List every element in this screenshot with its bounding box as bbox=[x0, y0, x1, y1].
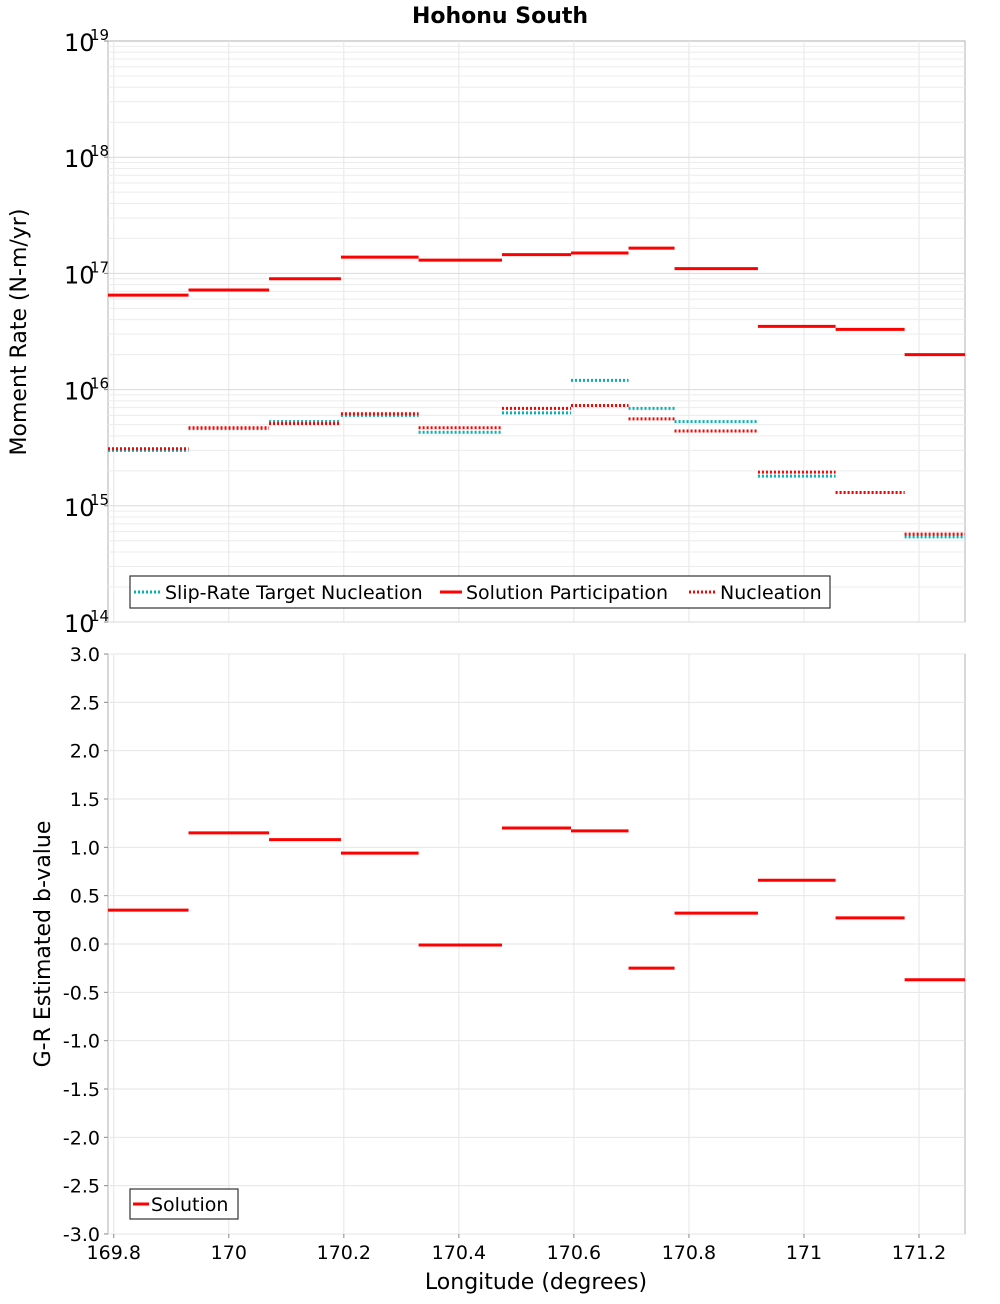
b-value-y-ticks: 3.0 2.5 2.0 1.5 1.0 0.5 0.0 -0.5 -1.0 -1.5 -2.0 -2.… bbox=[63, 644, 108, 1246]
b-value-series bbox=[108, 826, 965, 982]
x-axis-label: Longitude (degrees) bbox=[425, 1270, 647, 1295]
top-y-tick-base: 10 bbox=[64, 145, 95, 173]
x-tick-label-3: 170.4 bbox=[432, 1242, 486, 1264]
bottom-y-tick-label-2: 2.0 bbox=[70, 741, 100, 763]
x-tick-label-0: 169.8 bbox=[87, 1242, 141, 1264]
bottom-y-tick-label-10: -2.0 bbox=[63, 1127, 100, 1149]
top-y-tick-exp: 14 bbox=[90, 607, 109, 625]
top-y-tick-exp: 17 bbox=[90, 258, 109, 276]
moment-rate-y-axis-label: Moment Rate (N-m/yr) bbox=[7, 209, 32, 456]
moment-rate-plot-area bbox=[107, 40, 966, 623]
moment-rate-series bbox=[108, 246, 965, 539]
top-y-tick-base: 10 bbox=[64, 378, 95, 406]
moment-rate-legend: Slip-Rate Target Nucleation Solution Par… bbox=[129, 575, 831, 609]
bottom-y-tick-label-8: -1.0 bbox=[63, 1031, 100, 1053]
bottom-y-tick-label-6: 0.0 bbox=[70, 934, 100, 956]
bottom-y-tick-label-4: 1.0 bbox=[70, 837, 100, 859]
top-y-tick-exp: 19 bbox=[90, 26, 109, 44]
x-tick-label-1: 170 bbox=[211, 1242, 247, 1264]
top-y-tick-base: 10 bbox=[64, 261, 95, 289]
top-y-tick-base: 10 bbox=[64, 494, 95, 522]
x-tick-label-4: 170.6 bbox=[547, 1242, 601, 1264]
bottom-y-tick-label-3: 1.5 bbox=[70, 789, 100, 811]
b-value-y-axis-label: G-R Estimated b-value bbox=[31, 821, 56, 1068]
legend-label-slip-rate-target: Slip-Rate Target Nucleation bbox=[165, 582, 423, 604]
b-value-panel: 3.0 2.5 2.0 1.5 1.0 0.5 0.0 -0.5 -1.0 -1.5 -2.0 -2.… bbox=[31, 644, 966, 1295]
x-tick-label-6: 171 bbox=[786, 1242, 822, 1264]
bottom-y-tick-label-0: 3.0 bbox=[70, 644, 100, 666]
top-y-tick-base: 10 bbox=[64, 29, 95, 57]
x-tick-label-7: 171.2 bbox=[892, 1242, 946, 1264]
top-y-tick-base: 10 bbox=[64, 610, 95, 638]
legend-label-solution: Solution bbox=[151, 1194, 228, 1216]
bottom-y-tick-label-1: 2.5 bbox=[70, 692, 100, 714]
bottom-y-tick-label-9: -1.5 bbox=[63, 1079, 100, 1101]
bottom-y-tick-label-11: -2.5 bbox=[63, 1176, 100, 1198]
b-value-legend: Solution bbox=[129, 1188, 239, 1220]
top-y-tick-exp: 16 bbox=[90, 375, 109, 393]
series-solution-participation bbox=[108, 246, 965, 357]
top-y-tick-exp: 18 bbox=[90, 142, 109, 160]
top-y-tick-exp: 15 bbox=[90, 491, 109, 509]
bottom-y-tick-label-5: 0.5 bbox=[70, 886, 100, 908]
bottom-y-tick-label-12: -3.0 bbox=[63, 1224, 100, 1246]
x-tick-label-2: 170.2 bbox=[317, 1242, 371, 1264]
x-tick-label-5: 170.8 bbox=[662, 1242, 716, 1264]
series-solution bbox=[108, 826, 965, 982]
series-nucleation bbox=[108, 403, 965, 536]
legend-label-solution-participation: Solution Participation bbox=[466, 582, 668, 604]
legend-label-nucleation: Nucleation bbox=[720, 582, 822, 604]
bottom-y-tick-label-7: -0.5 bbox=[63, 982, 100, 1004]
chart-title: Hohonu South bbox=[412, 4, 588, 29]
x-axis-ticks: 169.8 170 170.2 170.4 170.6 170.8 171 171.2 bbox=[87, 1234, 946, 1264]
